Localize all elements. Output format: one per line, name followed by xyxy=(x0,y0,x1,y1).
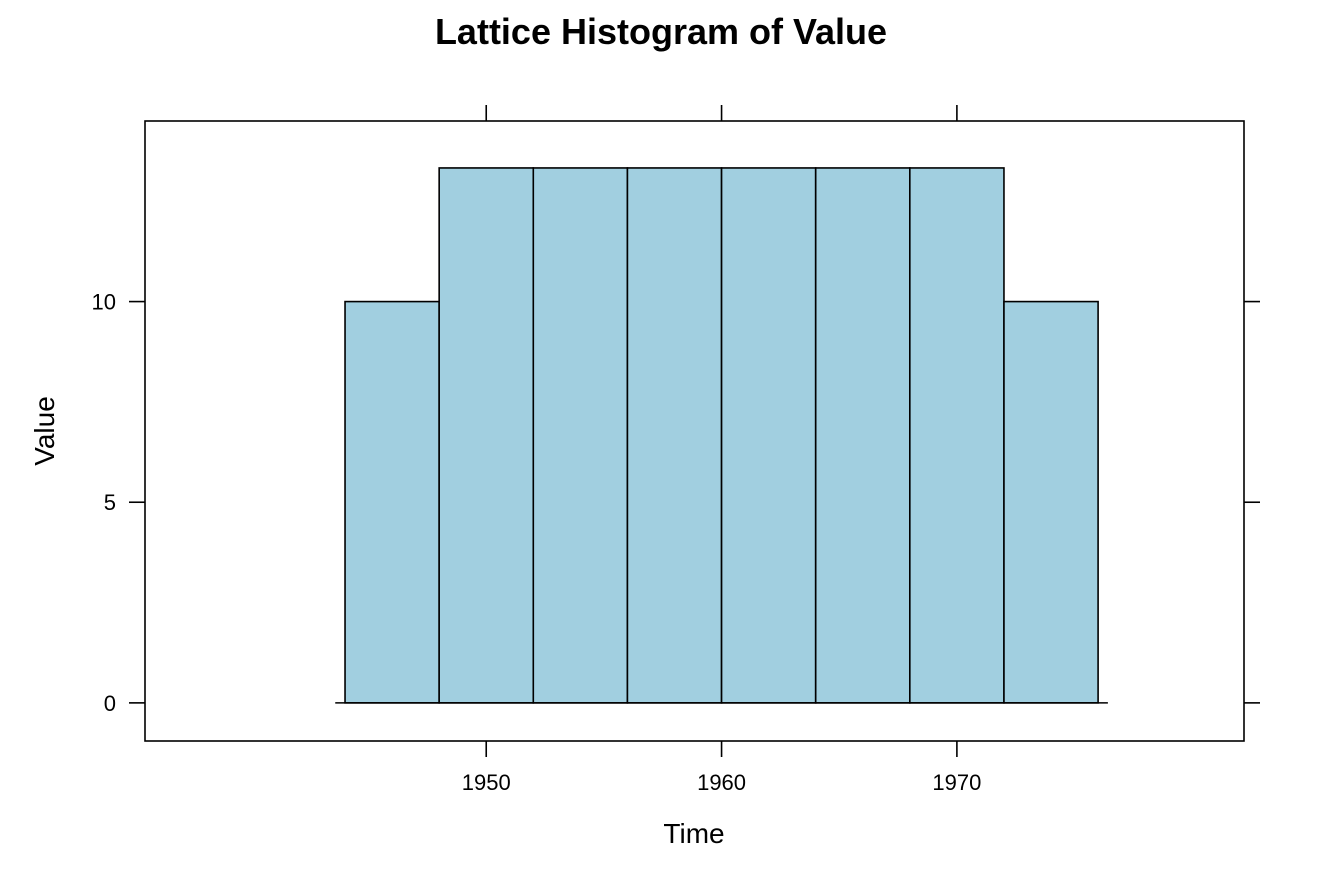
x-tick-label-1970: 1970 xyxy=(932,770,981,795)
chart-title: Lattice Histogram of Value xyxy=(435,11,887,52)
y-tick-label-0: 0 xyxy=(104,691,116,716)
histogram-bar-1 xyxy=(344,300,440,704)
histogram-bar-4 xyxy=(626,167,723,704)
plot-frame xyxy=(144,120,1245,742)
x-axis-ticks: 1950 1960 1970 xyxy=(462,105,981,795)
histogram-bar-6 xyxy=(814,167,911,704)
x-axis-label: Time xyxy=(663,818,724,849)
histogram-bar-3 xyxy=(532,167,629,704)
histogram-bar-5 xyxy=(720,167,817,704)
histogram-bar-8 xyxy=(1003,300,1099,704)
y-axis-ticks: 0 5 10 xyxy=(92,290,1260,716)
histogram-bar-7 xyxy=(909,167,1005,704)
histogram-bar-2 xyxy=(438,167,535,704)
x-tick-label-1950: 1950 xyxy=(462,770,511,795)
x-tick-label-1960: 1960 xyxy=(697,770,746,795)
y-tick-label-10: 10 xyxy=(92,290,116,315)
histogram-bars xyxy=(344,167,1099,704)
y-axis-label: Value xyxy=(29,396,60,466)
y-tick-label-5: 5 xyxy=(104,490,116,515)
